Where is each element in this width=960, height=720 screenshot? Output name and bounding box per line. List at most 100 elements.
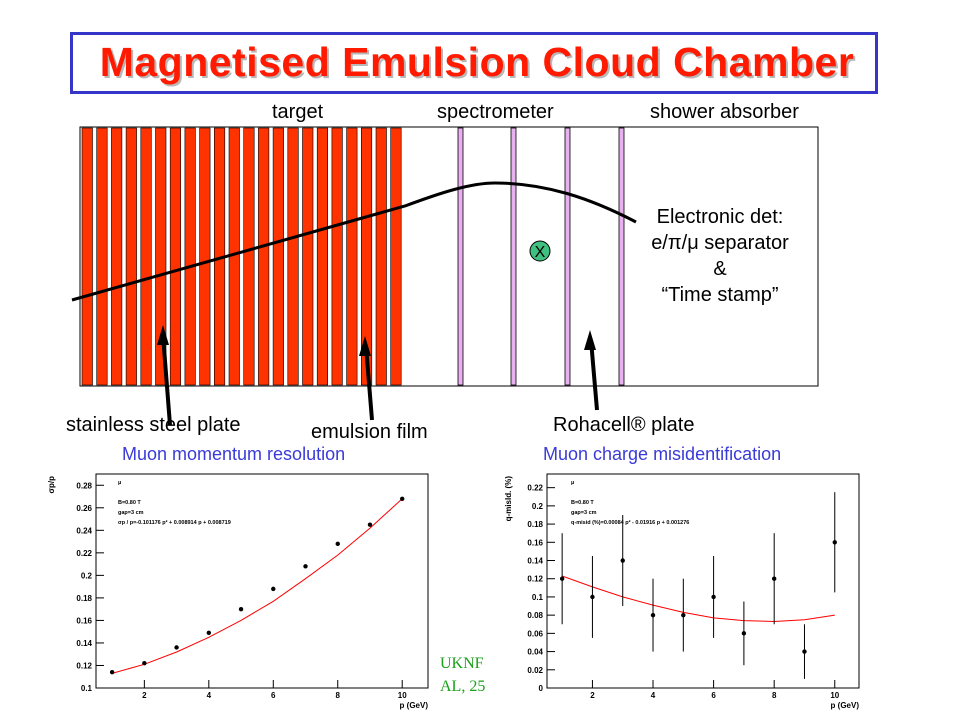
x-tick-label: 6 bbox=[711, 691, 716, 700]
steel-plate bbox=[331, 127, 343, 386]
y-tick-label: 0.22 bbox=[76, 549, 92, 558]
stats-text: σp / p=-0.101176 p² + 0.008914 p + 0.008… bbox=[118, 519, 231, 526]
arrow-emulsion bbox=[364, 345, 374, 421]
x-axis-label: p (GeV) bbox=[831, 701, 860, 710]
steel-plate bbox=[272, 127, 284, 386]
steel-plate bbox=[155, 127, 167, 386]
data-point bbox=[238, 606, 244, 612]
steel-plate bbox=[243, 127, 255, 386]
data-point bbox=[174, 645, 179, 650]
electronic-det-line2: e/π/μ separator bbox=[651, 232, 789, 254]
data-point bbox=[559, 576, 565, 581]
steel-plate bbox=[316, 127, 329, 386]
data-point bbox=[142, 661, 147, 666]
page-title: Magnetised Emulsion Cloud Chamber bbox=[99, 39, 855, 85]
steel-plate bbox=[140, 127, 152, 386]
magnet-marker-label: X bbox=[535, 244, 546, 261]
steel-plate bbox=[375, 127, 387, 386]
steel-plate bbox=[360, 127, 373, 386]
plot-background bbox=[489, 466, 873, 720]
y-tick-label: 0.28 bbox=[76, 481, 92, 490]
data-point bbox=[741, 631, 747, 636]
steel-plate bbox=[125, 127, 137, 386]
title-box: Magnetised Emulsion Cloud Chamber bbox=[70, 32, 878, 94]
x-tick-label: 10 bbox=[830, 691, 839, 700]
data-point bbox=[590, 594, 595, 600]
data-point bbox=[271, 586, 276, 592]
steel-plate bbox=[184, 127, 196, 386]
steel-plate bbox=[346, 127, 358, 386]
label-stainless-steel: stainless steel plate bbox=[66, 414, 241, 436]
x-axis-label: p (GeV) bbox=[400, 701, 429, 710]
data-point bbox=[303, 564, 308, 569]
plot-frame bbox=[95, 473, 429, 689]
footer-line2: AL, 25 bbox=[440, 678, 486, 695]
charge-misid-plot: 0 0.02 0.04 0.06 0.08 0.1 0.12 0.14 0.16 0.18 0.2 0… bbox=[489, 466, 873, 720]
x-tick-label: 10 bbox=[398, 691, 407, 700]
rohacell-plates bbox=[457, 127, 625, 386]
steel-plate bbox=[390, 127, 402, 386]
steel-plate bbox=[96, 127, 108, 386]
y-tick-label: 0.24 bbox=[76, 526, 92, 535]
fit-curve bbox=[561, 575, 835, 623]
rohacell-plate bbox=[457, 127, 464, 386]
steel-plate bbox=[111, 127, 123, 386]
stats-text: μ bbox=[118, 480, 121, 486]
y-tick-label: 0.18 bbox=[76, 594, 92, 603]
y-axis-label: σp/p bbox=[47, 476, 56, 494]
rohacell-plate bbox=[618, 127, 625, 386]
plot2-title: Muon charge misidentification bbox=[543, 444, 782, 464]
y-tick-label: 0.1 bbox=[81, 684, 93, 693]
data-point bbox=[650, 612, 656, 618]
rohacell-plate bbox=[510, 127, 517, 386]
x-tick-label: 8 bbox=[772, 691, 777, 700]
steel-plate bbox=[169, 127, 181, 386]
y-tick-label: 0.2 bbox=[532, 502, 544, 511]
x-tick-label: 2 bbox=[142, 691, 147, 700]
steel-plate bbox=[302, 127, 314, 386]
section-label-shower-absorber: shower absorber bbox=[650, 101, 799, 123]
label-rohacell: Rohacell® plate bbox=[553, 414, 695, 436]
electronic-det-line1: Electronic det: bbox=[656, 206, 784, 228]
data-point bbox=[620, 558, 625, 563]
electronic-det-text: Electronic det: e/π/μ separator & “Time … bbox=[630, 204, 810, 308]
plot-frame bbox=[546, 473, 860, 689]
data-point bbox=[206, 630, 212, 636]
y-tick-label: 0.1 bbox=[532, 593, 544, 602]
y-tick-label: 0.16 bbox=[527, 538, 543, 547]
fit-curve bbox=[111, 498, 403, 674]
stats-text: gap=3 cm bbox=[571, 510, 597, 516]
y-tick-label: 0.16 bbox=[76, 616, 92, 625]
muon-track bbox=[71, 181, 637, 302]
y-tick-label: 0.12 bbox=[527, 575, 543, 584]
stats-text: μ bbox=[571, 480, 574, 486]
arrow-head-steel bbox=[157, 325, 169, 345]
y-tick-label: 0.26 bbox=[76, 504, 92, 513]
x-tick-label: 4 bbox=[207, 691, 212, 700]
data-point bbox=[681, 612, 686, 618]
steel-plates bbox=[81, 127, 402, 386]
y-axis-label: q-misId. (%) bbox=[504, 476, 513, 522]
x-tick-label: 2 bbox=[590, 691, 595, 700]
detector-diagram: X bbox=[71, 126, 819, 426]
y-tick-label: 0.12 bbox=[76, 661, 92, 670]
y-tick-label: 0.02 bbox=[527, 666, 543, 675]
y-tick-label: 0.08 bbox=[527, 611, 543, 620]
x-tick-label: 6 bbox=[271, 691, 276, 700]
data-point bbox=[832, 540, 837, 545]
y-tick-label: 0.2 bbox=[81, 571, 93, 580]
momentum-resolution-plot: 0.1 0.12 0.14 0.16 0.18 0.2 0.22 0.24 0.26 0.28 2 4… bbox=[36, 466, 440, 720]
arrow-head-emulsion bbox=[359, 336, 371, 356]
y-tick-label: 0 bbox=[539, 684, 544, 693]
data-point bbox=[400, 496, 405, 501]
arrow-rohacell bbox=[589, 339, 599, 411]
arrow-head-rohacell bbox=[584, 330, 596, 350]
x-tick-label: 4 bbox=[651, 691, 656, 700]
y-tick-label: 0.04 bbox=[527, 648, 543, 657]
data-point bbox=[109, 670, 115, 675]
steel-plate bbox=[199, 127, 211, 386]
data-point bbox=[771, 576, 777, 581]
stats-text: B=0.80 T bbox=[571, 500, 594, 506]
stats-text: B=0.80 T bbox=[118, 500, 141, 506]
electronic-det-line3: & bbox=[713, 258, 727, 280]
